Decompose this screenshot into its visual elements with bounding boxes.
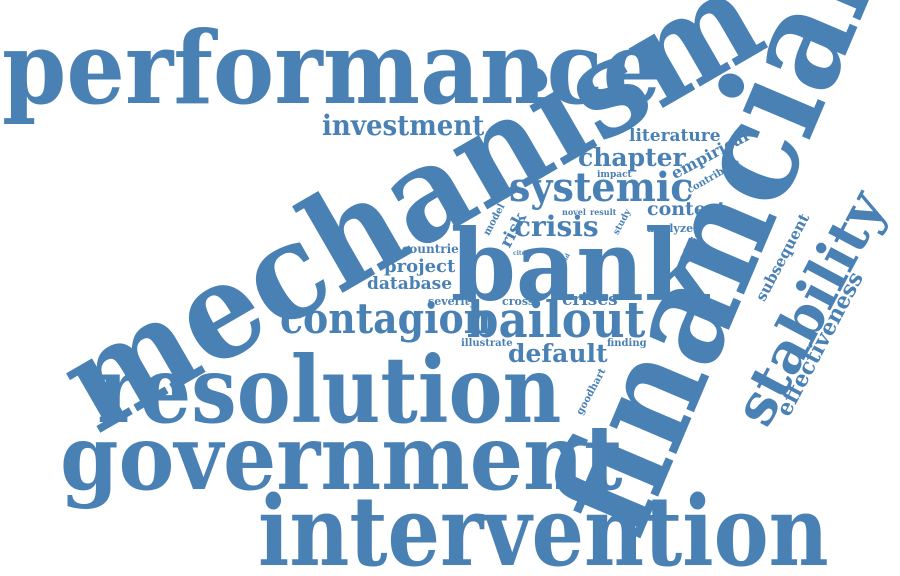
word-severity: severity [428,295,477,308]
word-context: context [647,198,727,220]
word-contagion: contagion [280,294,492,343]
word-database: database [367,274,453,294]
word-novel: novel [562,207,586,217]
word-performance: performance [2,9,662,127]
word-illustrate: illustrate [461,338,513,349]
word-investment: investment [322,109,485,142]
word-bank: bank [450,209,709,324]
word-crises: crises [562,290,618,310]
word-impact: impact [597,170,632,180]
word-result: result [590,207,617,217]
word-countrie: countrie [402,242,459,256]
word-finding: finding [607,338,647,349]
word-resolution: resolution [97,336,562,444]
word-systemic: systemic [509,164,694,211]
word-project: project [384,256,456,277]
word-cross: cross [502,295,535,308]
word-default: default [508,339,608,368]
word-chapter: chapter [578,143,686,172]
word-government: government [60,405,623,511]
word-crisis: crisis [514,210,599,243]
word-intervention: intervention [258,475,829,576]
word-bailout: bailout [467,290,646,349]
word-cited: cited [513,250,530,257]
word-analyze: analyze [647,222,694,235]
word-literature: literature [629,126,721,146]
